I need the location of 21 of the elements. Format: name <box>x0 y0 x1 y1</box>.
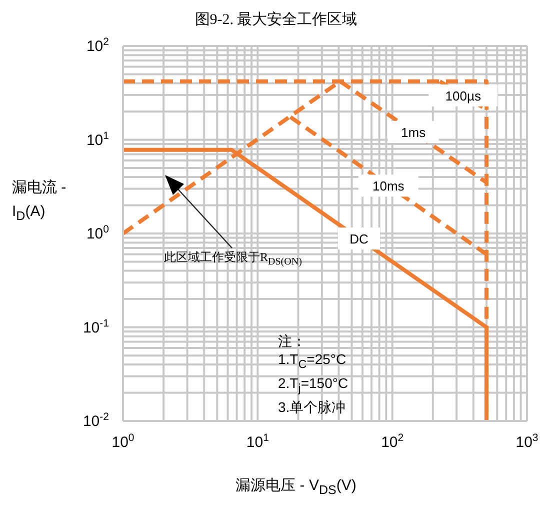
series-label: 10ms <box>372 178 405 194</box>
series-label: DC <box>350 232 368 247</box>
y-tick-label: 10$^{-1}$ <box>82 317 110 336</box>
annotation: 1.T$_{C}$=25°C <box>278 351 346 371</box>
x-axis-title: 漏源电压 - V$_{DS}$(V) <box>236 477 356 497</box>
annotation: 2.T$_{j}$=150°C <box>278 374 348 395</box>
annotation: 此区域工作受限于R$_{DS(ON)}$ <box>164 250 302 268</box>
y-tick-label: 10$^{0}$ <box>86 224 110 242</box>
x-tick-label: 10$^{3}$ <box>516 432 538 451</box>
x-tick-label: 10$^{1}$ <box>246 432 270 451</box>
y-tick-label: 10$^{2}$ <box>86 36 110 55</box>
series-label: 100µs <box>445 88 482 104</box>
y-axis-title: 漏电流 - I$_{D}$(A) <box>12 179 66 223</box>
y-tick-label: 10$^{-2}$ <box>82 411 110 430</box>
annotation: 3.单个脉冲 <box>278 398 346 415</box>
y-tick-label: 10$^{1}$ <box>86 130 110 149</box>
x-tick-label: 10$^{0}$ <box>112 432 134 451</box>
annotation: 注： <box>278 333 306 349</box>
x-tick-label: 10$^{2}$ <box>381 432 404 451</box>
series-label: 1ms <box>401 124 426 140</box>
chart-title: 图9-2. 最大安全工作区域 <box>194 12 358 28</box>
